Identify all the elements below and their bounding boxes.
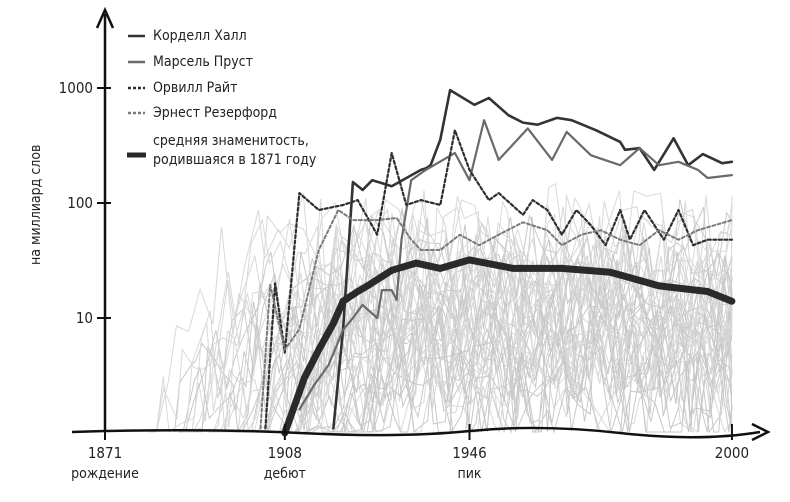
legend-label: средняя знаменитость, родившаяся в 1871 г… <box>153 133 317 168</box>
background-series-line <box>287 302 733 433</box>
x-axis-arrow <box>751 422 771 442</box>
series-line-1 <box>298 119 733 411</box>
y-axis-arrow <box>95 6 115 29</box>
y-axis-label: на миллиард слов <box>28 145 44 265</box>
background-series-line <box>332 313 733 433</box>
y-tick-label: 10 <box>76 309 93 327</box>
y-tick-label: 100 <box>67 194 93 212</box>
legend-label: Марсель Пруст <box>153 54 253 70</box>
background-series-line <box>269 206 733 433</box>
x-tick-sublabel: дебют <box>264 466 306 482</box>
background-series-line <box>246 199 733 433</box>
series-line-3 <box>259 209 733 430</box>
background-series <box>148 183 733 434</box>
x-tick-label: 1946 <box>452 444 486 462</box>
background-series-line <box>229 284 733 433</box>
series-line-4 <box>281 256 736 437</box>
background-series-line <box>184 251 733 433</box>
legend-label: Орвилл Райт <box>153 80 237 96</box>
series-line-2 <box>264 129 733 430</box>
x-tick-sublabel: рождение <box>71 466 139 482</box>
axis-ticks: 1871 рождение 1908 дебют 1946 пик 2000 10 100 100… <box>59 79 749 482</box>
x-tick-label: 2000 <box>715 444 749 462</box>
legend-label: Корделл Халл <box>153 28 247 44</box>
x-axis <box>71 426 761 439</box>
y-tick-label: 1000 <box>59 79 93 97</box>
background-series-line <box>329 344 733 434</box>
x-tick-label: 1908 <box>268 444 302 462</box>
x-tick-label: 1871 <box>88 444 122 462</box>
background-series-line <box>148 190 733 433</box>
background-series-line <box>210 183 733 433</box>
legend-label: Эрнест Резерфорд <box>153 105 277 121</box>
x-tick-sublabel: пик <box>457 466 481 482</box>
background-series-line <box>192 344 733 434</box>
background-series-line <box>201 305 733 434</box>
series-line-0 <box>332 88 734 430</box>
highlighted-series <box>259 88 736 437</box>
legend: Корделл Халл Марсель Пруст Орвилл Райт Эрне… <box>127 28 317 168</box>
